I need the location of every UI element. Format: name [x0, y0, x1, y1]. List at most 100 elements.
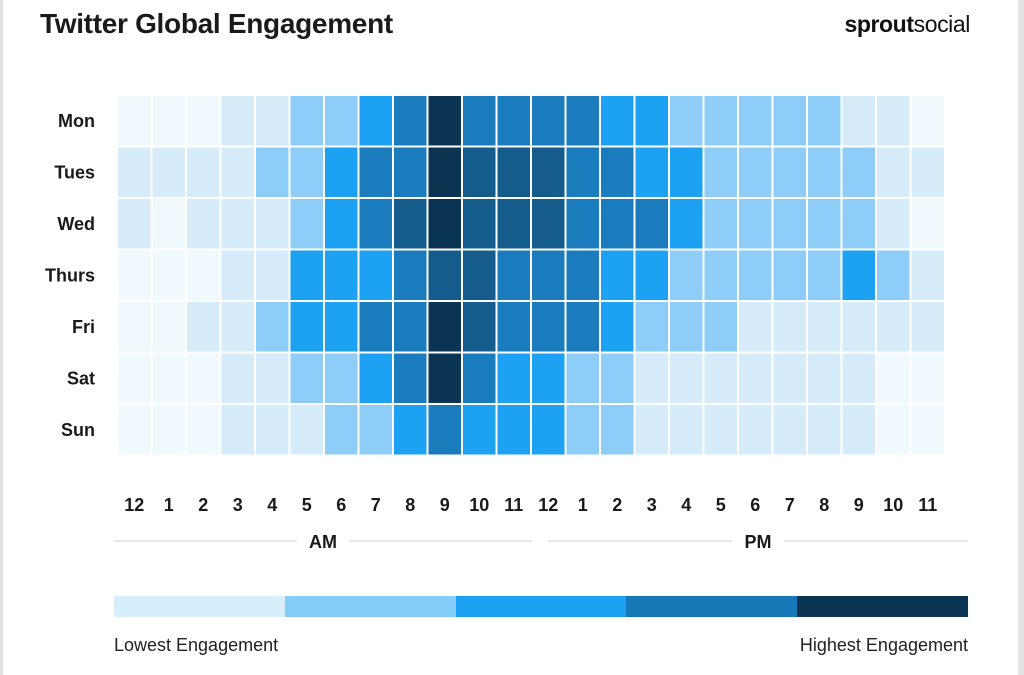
- heatmap-cell-sat-6: [325, 353, 358, 403]
- heatmap-cell-wed-21: [842, 199, 875, 249]
- heatmap-cell-wed-7: [359, 199, 392, 249]
- heatmap-cell-sat-12: [532, 353, 565, 403]
- legend-swatch-3: [455, 596, 627, 617]
- heatmap-cell-wed-0: [118, 199, 151, 249]
- heatmap-cell-sun-18: [739, 405, 772, 455]
- heatmap-cell-thurs-16: [670, 250, 703, 300]
- heatmap-cell-fri-6: [325, 302, 358, 352]
- heatmap-cell-thurs-22: [877, 250, 910, 300]
- heatmap-cell-fri-21: [842, 302, 875, 352]
- heatmap-cell-thurs-14: [601, 250, 634, 300]
- heatmap-cell-sun-17: [704, 405, 737, 455]
- heatmap-cell-thurs-10: [463, 250, 496, 300]
- column-label-1: 1: [164, 495, 174, 515]
- heatmap-cell-tues-6: [325, 147, 358, 197]
- heatmap-cell-thurs-7: [359, 250, 392, 300]
- heatmap-cell-tues-13: [566, 147, 599, 197]
- heatmap-cell-thurs-2: [187, 250, 220, 300]
- heatmap-cell-mon-6: [325, 96, 358, 146]
- heatmap-cell-fri-4: [256, 302, 289, 352]
- heatmap-cell-wed-18: [739, 199, 772, 249]
- heatmap-cell-fri-19: [773, 302, 806, 352]
- heatmap-cell-thurs-6: [325, 250, 358, 300]
- heatmap-cell-fri-18: [739, 302, 772, 352]
- heatmap-cell-thurs-23: [911, 250, 944, 300]
- heatmap-cell-sat-18: [739, 353, 772, 403]
- left-frame-border: [0, 0, 3, 675]
- heatmap-cell-thurs-5: [290, 250, 323, 300]
- heatmap-cell-thurs-18: [739, 250, 772, 300]
- column-label-5: 5: [302, 495, 312, 515]
- logo-bold-text: sprout: [844, 11, 914, 37]
- column-label-21: 9: [854, 495, 864, 515]
- heatmap-cell-mon-11: [497, 96, 530, 146]
- column-label-20: 8: [819, 495, 829, 515]
- heatmap-cell-mon-4: [256, 96, 289, 146]
- heatmap-cell-mon-19: [773, 96, 806, 146]
- sprout-social-logo: sproutsocial: [844, 11, 970, 38]
- heatmap-cell-wed-23: [911, 199, 944, 249]
- column-label-4: 4: [267, 495, 277, 515]
- heatmap-cell-sun-7: [359, 405, 392, 455]
- heatmap-cell-mon-1: [152, 96, 185, 146]
- heatmap-cell-mon-21: [842, 96, 875, 146]
- heatmap-cell-sat-14: [601, 353, 634, 403]
- heatmap-cell-sat-8: [394, 353, 427, 403]
- heatmap-cell-wed-14: [601, 199, 634, 249]
- heatmap-cell-sun-13: [566, 405, 599, 455]
- heatmap-cell-sat-15: [635, 353, 668, 403]
- heatmap-cell-wed-22: [877, 199, 910, 249]
- heatmap-cell-sat-4: [256, 353, 289, 403]
- logo-regular-text: social: [913, 11, 971, 37]
- heatmap-cell-tues-20: [808, 147, 841, 197]
- legend-high-label: Highest Engagement: [799, 635, 968, 655]
- legend-swatch-4: [626, 596, 798, 617]
- heatmap-cell-sun-8: [394, 405, 427, 455]
- heatmap-cell-tues-17: [704, 147, 737, 197]
- heatmap-cell-thurs-1: [152, 250, 185, 300]
- heatmap-cell-sat-7: [359, 353, 392, 403]
- row-label-sun: Sun: [61, 420, 95, 440]
- heatmap-cell-wed-8: [394, 199, 427, 249]
- heatmap-cell-tues-1: [152, 147, 185, 197]
- am-label: AM: [309, 532, 337, 552]
- heatmap-cell-sat-16: [670, 353, 703, 403]
- heatmap-cell-sun-15: [635, 405, 668, 455]
- heatmap-cell-sun-1: [152, 405, 185, 455]
- column-label-11: 11: [504, 495, 523, 515]
- heatmap-cell-mon-2: [187, 96, 220, 146]
- heatmap-cell-fri-1: [152, 302, 185, 352]
- heatmap-cell-thurs-13: [566, 250, 599, 300]
- heatmap-cell-fri-10: [463, 302, 496, 352]
- heatmap-cell-sat-5: [290, 353, 323, 403]
- heatmap-cell-thurs-0: [118, 250, 151, 300]
- heatmap-cell-sun-19: [773, 405, 806, 455]
- heatmap-cell-thurs-15: [635, 250, 668, 300]
- heatmap-cell-fri-12: [532, 302, 565, 352]
- column-label-18: 6: [750, 495, 760, 515]
- row-label-tues: Tues: [54, 162, 95, 182]
- heatmap-cell-mon-23: [911, 96, 944, 146]
- heatmap-cell-mon-9: [428, 96, 461, 146]
- heatmap-cell-wed-13: [566, 199, 599, 249]
- row-label-mon: Mon: [58, 111, 95, 131]
- heatmap-cell-tues-4: [256, 147, 289, 197]
- heatmap-cell-fri-11: [497, 302, 530, 352]
- heatmap-cell-sun-10: [463, 405, 496, 455]
- heatmap-cell-wed-10: [463, 199, 496, 249]
- column-label-17: 5: [716, 495, 726, 515]
- heatmap-cell-sat-9: [428, 353, 461, 403]
- heatmap-cell-tues-11: [497, 147, 530, 197]
- heatmap-cell-wed-3: [221, 199, 254, 249]
- heatmap-cell-sat-22: [877, 353, 910, 403]
- heatmap-cell-sat-21: [842, 353, 875, 403]
- heatmap-cell-fri-5: [290, 302, 323, 352]
- heatmap-cell-sun-22: [877, 405, 910, 455]
- heatmap-cell-fri-8: [394, 302, 427, 352]
- column-label-6: 6: [336, 495, 346, 515]
- heatmap-cell-wed-5: [290, 199, 323, 249]
- heatmap-cell-wed-16: [670, 199, 703, 249]
- heatmap-cell-tues-16: [670, 147, 703, 197]
- heatmap-cell-sun-5: [290, 405, 323, 455]
- heatmap-cell-tues-7: [359, 147, 392, 197]
